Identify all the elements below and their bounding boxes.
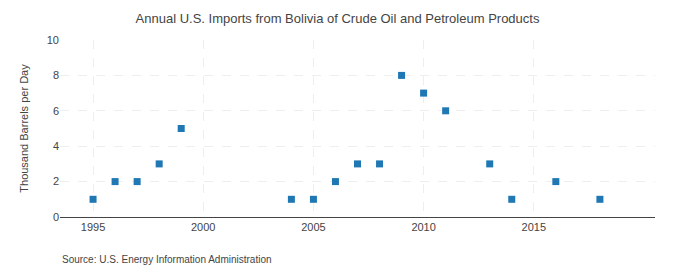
svg-text:Source: U.S. Energy Informatio: Source: U.S. Energy Information Administ… bbox=[62, 254, 272, 265]
svg-text:2010: 2010 bbox=[411, 221, 435, 233]
svg-text:10: 10 bbox=[47, 34, 59, 46]
svg-text:Thousand Barrels per Day: Thousand Barrels per Day bbox=[18, 64, 30, 193]
svg-text:2: 2 bbox=[53, 175, 59, 187]
svg-text:8: 8 bbox=[53, 69, 59, 81]
svg-text:2015: 2015 bbox=[522, 221, 546, 233]
svg-text:4: 4 bbox=[53, 140, 59, 152]
svg-text:2000: 2000 bbox=[191, 221, 215, 233]
svg-text:2005: 2005 bbox=[301, 221, 325, 233]
svg-text:6: 6 bbox=[53, 105, 59, 117]
svg-text:1995: 1995 bbox=[81, 221, 105, 233]
svg-text:0: 0 bbox=[53, 211, 59, 223]
svg-text:Annual U.S. Imports from Boliv: Annual U.S. Imports from Bolivia of Crud… bbox=[136, 11, 540, 26]
